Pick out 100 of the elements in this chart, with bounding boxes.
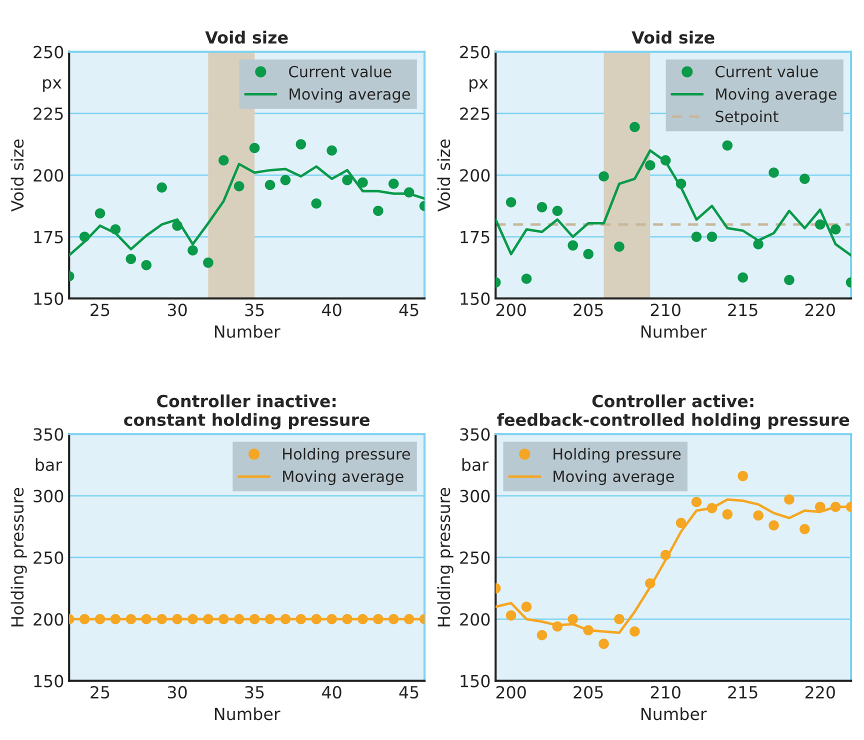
point	[768, 168, 779, 178]
line-series	[496, 149, 852, 257]
point	[358, 177, 368, 188]
point	[583, 625, 594, 636]
x-tick-label: 200	[496, 304, 526, 316]
point	[738, 272, 748, 283]
x-tick-label: 220	[805, 304, 835, 316]
point	[722, 509, 733, 520]
point	[326, 145, 337, 156]
point	[753, 510, 764, 521]
point	[630, 122, 640, 132]
point	[264, 180, 276, 190]
point	[722, 140, 733, 151]
point	[738, 470, 748, 482]
point	[784, 274, 794, 286]
point	[814, 219, 826, 230]
y-tick-label: 200	[34, 169, 64, 182]
x-axis-title: Number	[214, 325, 280, 338]
legend-label: Setpoint	[716, 110, 778, 126]
y-tick-label: 350	[34, 428, 64, 441]
point	[218, 155, 229, 166]
chart-title: Void size	[205, 30, 288, 44]
point	[156, 182, 167, 193]
point	[676, 518, 686, 528]
point	[614, 242, 624, 252]
y-tick-label: 300	[460, 490, 490, 502]
chart-title: Controller active: feedback-controlled holding pressure	[497, 394, 850, 430]
point	[598, 638, 609, 649]
x-tick-label: 35	[245, 304, 264, 316]
point	[630, 626, 640, 637]
point	[311, 198, 322, 209]
point	[614, 614, 624, 624]
y-tick-label: 200	[460, 169, 490, 182]
x-tick-label: 200	[496, 686, 526, 699]
x-tick-label: 205	[574, 304, 603, 316]
y-tick-label: 225	[460, 107, 490, 120]
point	[172, 220, 182, 231]
y-axis-title: Void size	[437, 139, 450, 212]
point	[536, 202, 548, 212]
point	[188, 245, 198, 256]
point	[691, 232, 702, 242]
x-tick-label: 25	[90, 686, 110, 699]
point	[706, 232, 718, 242]
x-tick-label: 25	[90, 304, 110, 316]
point	[568, 614, 578, 624]
legend-label: Moving average	[283, 470, 404, 486]
point	[141, 260, 152, 270]
legend-label: Moving average	[290, 88, 410, 103]
point	[645, 578, 656, 589]
point	[110, 224, 121, 235]
point	[234, 181, 244, 192]
y-tick-label: 250	[34, 551, 64, 564]
point	[94, 208, 106, 219]
legend-label: Moving average	[554, 470, 674, 486]
x-tick-label: 210	[650, 686, 680, 699]
legend-label: Current value	[289, 66, 392, 78]
y-tick-label: 175	[34, 230, 63, 244]
text: px	[43, 79, 62, 92]
point	[126, 254, 136, 264]
point	[800, 174, 810, 184]
y-tick-label: 175	[460, 230, 490, 244]
point	[583, 248, 594, 260]
y-tick-label: 150	[460, 292, 490, 306]
legend-label: Current value	[716, 66, 818, 78]
point	[800, 524, 810, 534]
x-tick-label: 215	[728, 304, 758, 316]
point	[506, 197, 516, 208]
y-tick-label: 250	[460, 46, 490, 58]
point	[280, 174, 291, 186]
y-axis-title: Holding pressure	[10, 488, 27, 626]
x-tick-label: 220	[805, 686, 835, 699]
x-axis-title: Number	[641, 707, 707, 720]
x-tick-label: 30	[168, 686, 187, 699]
x-tick-label: 210	[650, 304, 680, 316]
point	[691, 496, 702, 508]
line-series	[69, 162, 425, 257]
x-axis-title: Number	[641, 325, 707, 338]
point	[521, 602, 532, 612]
point	[521, 274, 532, 284]
y-tick-label: 200	[34, 613, 64, 626]
x-tick-label: 40	[322, 686, 342, 699]
x-tick-label: 45	[399, 686, 418, 699]
x-axis-title: Number	[214, 707, 280, 720]
y-axis-title: Void size	[10, 139, 24, 212]
chart-title: Controller inactive: constant holding pressure	[124, 394, 370, 430]
point	[768, 520, 779, 531]
point	[660, 155, 671, 166]
y-tick-label: 150	[34, 292, 64, 306]
legend-label: Holding pressure	[554, 448, 681, 463]
point	[830, 224, 841, 235]
y-tick-label: 350	[460, 428, 490, 441]
point	[660, 550, 671, 560]
point	[373, 206, 384, 216]
point	[388, 178, 399, 189]
legend-label: Holding pressure	[283, 448, 410, 463]
y-tick-label: 300	[34, 490, 64, 502]
text: bar	[36, 458, 62, 472]
legend-label: Moving average	[716, 88, 836, 103]
point	[814, 502, 826, 512]
y-axis-title: Holding pressure	[437, 488, 454, 626]
